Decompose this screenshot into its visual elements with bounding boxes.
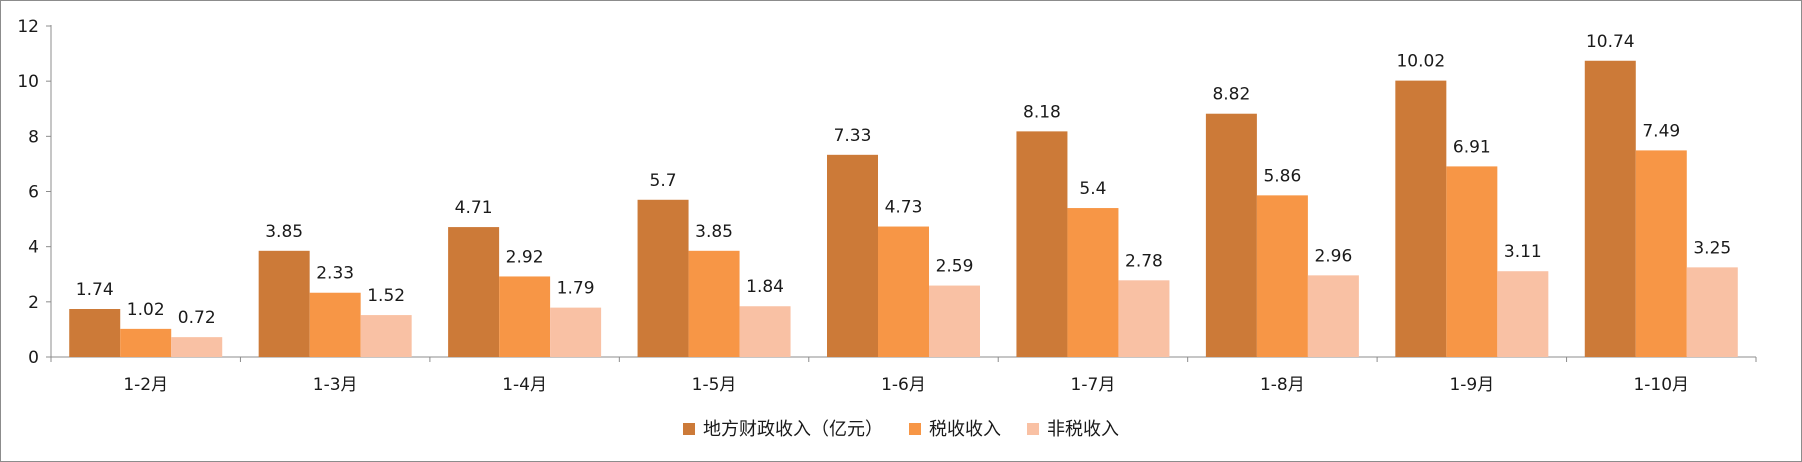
- data-label: 2.59: [936, 257, 974, 277]
- data-label: 2.96: [1314, 246, 1352, 266]
- y-tick-label: 6: [28, 183, 39, 203]
- bar: [499, 276, 551, 357]
- data-label: 4.71: [455, 198, 493, 218]
- data-label: 1.84: [746, 277, 784, 297]
- x-category-label: 1-3月: [313, 375, 358, 395]
- bar: [1584, 60, 1636, 357]
- bar: [688, 250, 740, 357]
- bar: [1395, 80, 1447, 358]
- bar: [878, 226, 929, 357]
- legend-label: 地方财政收入（亿元）: [703, 419, 883, 440]
- x-category-label: 1-7月: [1071, 375, 1116, 395]
- data-label: 7.49: [1642, 121, 1680, 141]
- data-label: 0.72: [178, 308, 216, 328]
- bar: [1067, 208, 1119, 357]
- x-category-label: 1-4月: [502, 375, 547, 395]
- x-category-label: 1-9月: [1449, 375, 1494, 395]
- bar: [1016, 131, 1068, 357]
- data-label: 8.82: [1212, 85, 1250, 105]
- legend-swatch: [1027, 423, 1039, 435]
- legend-label: 非税收入: [1047, 419, 1119, 440]
- data-label: 3.11: [1504, 242, 1542, 262]
- data-label: 5.86: [1263, 166, 1301, 186]
- bar: [1205, 113, 1257, 357]
- x-category-label: 1-2月: [123, 375, 168, 395]
- x-category-label: 1-10月: [1633, 375, 1689, 395]
- bar: [69, 309, 121, 357]
- bar: [1686, 267, 1738, 357]
- bar: [448, 227, 500, 357]
- axes: 0 2 4 6 8 10 12 1-2月 1-3月 1-4月 1-5月 1-6月 1-7月 1-8月 1-9…: [17, 17, 1757, 395]
- bar: [1497, 271, 1549, 357]
- y-tick-label: 12: [17, 17, 39, 37]
- y-tick-label: 8: [28, 127, 39, 147]
- bar: [1635, 150, 1687, 357]
- bar: [1256, 195, 1308, 357]
- data-label: 1.02: [127, 300, 165, 320]
- bar: [120, 328, 172, 357]
- data-label: 1.79: [557, 279, 595, 299]
- x-category-label: 1-8月: [1260, 375, 1305, 395]
- data-label: 2.92: [506, 247, 544, 267]
- data-label: 6.91: [1453, 137, 1491, 157]
- bar: [360, 315, 412, 357]
- data-labels: 1.74 1.02 0.72 3.85 2.33 1.52 4.71 2.92 1.79 5.7 3…: [76, 32, 1731, 328]
- bars: [69, 60, 1738, 358]
- data-label: 2.78: [1125, 251, 1163, 271]
- bar: [637, 199, 689, 357]
- data-label: 3.85: [695, 222, 733, 242]
- data-label: 7.33: [834, 126, 872, 146]
- data-label: 10.74: [1586, 32, 1635, 52]
- legend: 地方财政收入（亿元） 税收收入 非税收入: [683, 419, 1119, 440]
- data-label: 3.85: [265, 222, 303, 242]
- legend-label: 税收收入: [929, 419, 1001, 440]
- data-label: 2.33: [316, 264, 354, 284]
- data-label: 1.52: [367, 286, 405, 306]
- x-category-label: 1-6月: [881, 375, 926, 395]
- data-label: 5.7: [650, 171, 677, 191]
- data-label: 1.74: [76, 280, 114, 300]
- x-category-label: 1-5月: [692, 375, 737, 395]
- bar: [309, 292, 361, 357]
- data-label: 3.25: [1693, 238, 1731, 258]
- data-label: 10.02: [1396, 52, 1445, 72]
- bar: [1118, 280, 1170, 357]
- legend-swatch: [683, 423, 695, 435]
- y-tick-label: 10: [17, 72, 39, 92]
- bar: [258, 250, 310, 357]
- y-tick-label: 0: [28, 348, 39, 368]
- y-tick-label: 2: [28, 293, 39, 313]
- data-label: 4.73: [885, 198, 923, 218]
- bar: [739, 306, 791, 357]
- bar: [1446, 166, 1498, 357]
- bar: [171, 337, 223, 357]
- y-tick-label: 4: [28, 238, 39, 258]
- bar: [827, 154, 878, 357]
- data-label: 8.18: [1023, 102, 1061, 122]
- legend-swatch: [909, 423, 921, 435]
- bar: [550, 307, 602, 357]
- bar: [929, 285, 980, 357]
- data-label: 5.4: [1079, 179, 1106, 199]
- bar: [1307, 275, 1359, 357]
